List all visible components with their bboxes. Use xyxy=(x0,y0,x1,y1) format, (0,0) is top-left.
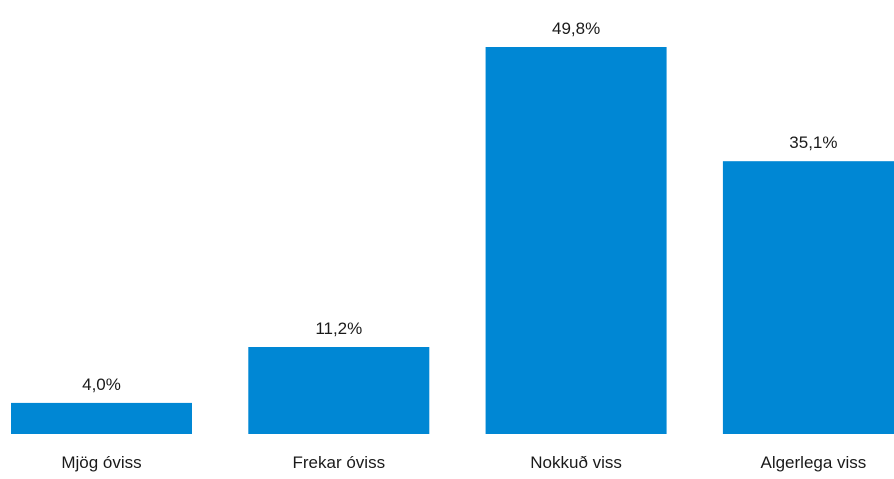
bar-2 xyxy=(248,347,430,434)
bar-4 xyxy=(722,161,894,434)
x-tick-label-4: Algerlega viss xyxy=(760,453,866,472)
x-tick-labels-group: Mjög óviss Frekar óviss Nokkuð viss Algerle… xyxy=(61,453,866,472)
x-tick-label-2: Frekar óviss xyxy=(293,453,386,472)
bar-3 xyxy=(485,47,667,434)
x-tick-label-3: Nokkuð viss xyxy=(530,453,622,472)
x-tick-label-1: Mjög óviss xyxy=(61,453,141,472)
data-label-4: 35,1% xyxy=(789,133,837,152)
data-labels-group: 4,0% 11,2% 49,8% 35,1% xyxy=(82,19,837,394)
bar-1 xyxy=(11,402,192,434)
bars-group xyxy=(11,47,894,434)
data-label-1: 4,0% xyxy=(82,375,121,394)
data-label-3: 49,8% xyxy=(552,19,600,38)
data-label-2: 11,2% xyxy=(315,319,362,338)
